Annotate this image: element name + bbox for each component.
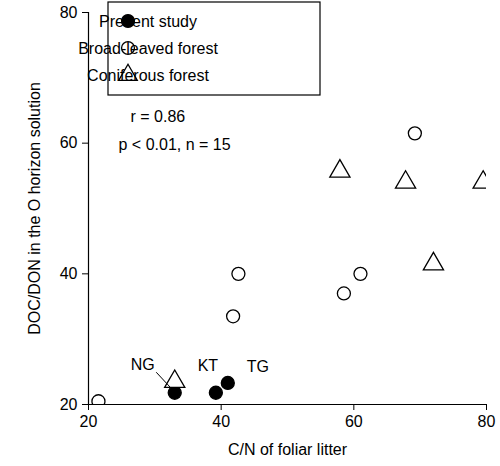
svg-text:Coniferous forest: Coniferous forest — [87, 67, 209, 84]
svg-text:NG: NG — [131, 356, 155, 373]
svg-text:20: 20 — [80, 413, 98, 430]
svg-text:p < 0.01, n = 15: p < 0.01, n = 15 — [119, 136, 231, 153]
svg-text:KT: KT — [198, 357, 219, 374]
svg-text:DOC/DON in the O horizon solut: DOC/DON in the O horizon solution — [26, 82, 43, 335]
svg-text:C/N of foliar litter: C/N of foliar litter — [228, 441, 348, 458]
svg-text:r = 0.86: r = 0.86 — [131, 108, 186, 125]
svg-text:40: 40 — [212, 413, 230, 430]
svg-text:20: 20 — [60, 396, 78, 413]
svg-text:80: 80 — [478, 413, 496, 430]
svg-text:60: 60 — [345, 413, 363, 430]
svg-text:TG: TG — [247, 358, 269, 375]
svg-text:80: 80 — [60, 4, 78, 21]
svg-text:60: 60 — [60, 134, 78, 151]
svg-text:Broad-leaved forest: Broad-leaved forest — [78, 40, 218, 57]
svg-text:Present study: Present study — [99, 13, 197, 30]
svg-text:40: 40 — [60, 265, 78, 282]
